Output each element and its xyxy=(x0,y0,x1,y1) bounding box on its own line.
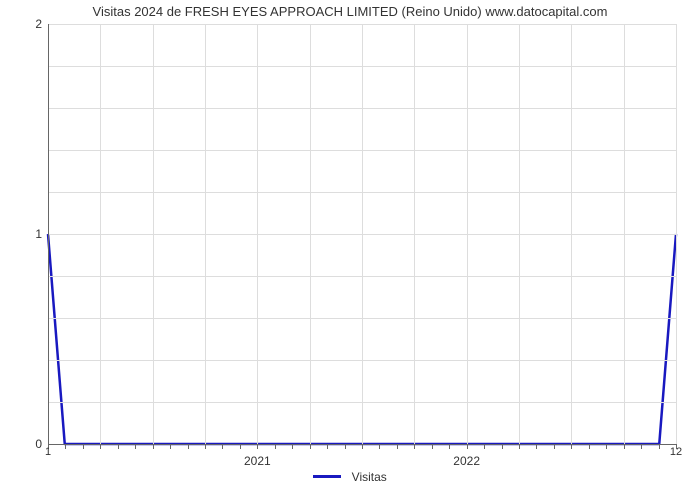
x-minor-tick xyxy=(135,444,136,449)
x-minor-tick xyxy=(432,444,433,449)
x-minor-tick xyxy=(310,444,311,449)
x-tick-label: 2022 xyxy=(453,444,480,468)
gridline-horizontal xyxy=(48,360,676,361)
x-minor-tick xyxy=(275,444,276,449)
legend: Visitas xyxy=(0,468,700,486)
x-minor-tick xyxy=(484,444,485,449)
x-minor-tick xyxy=(327,444,328,449)
gridline-horizontal xyxy=(48,66,676,67)
x-minor-tick xyxy=(222,444,223,449)
x-minor-tick xyxy=(502,444,503,449)
x-minor-tick xyxy=(571,444,572,449)
x-minor-tick xyxy=(170,444,171,449)
chart-title: Visitas 2024 de FRESH EYES APPROACH LIMI… xyxy=(0,4,700,19)
x-minor-tick xyxy=(397,444,398,449)
y-axis-line xyxy=(48,24,49,444)
x-minor-tick xyxy=(83,444,84,449)
legend-swatch xyxy=(313,475,341,478)
gridline-horizontal xyxy=(48,276,676,277)
x-minor-tick xyxy=(606,444,607,449)
legend-label: Visitas xyxy=(352,470,387,484)
x-tick-label: 2021 xyxy=(244,444,271,468)
x-minor-tick xyxy=(624,444,625,449)
gridline-vertical xyxy=(676,24,677,444)
x-minor-tick xyxy=(519,444,520,449)
x-minor-tick xyxy=(362,444,363,449)
gridline-horizontal xyxy=(48,402,676,403)
gridline-horizontal xyxy=(48,318,676,319)
gridline-horizontal xyxy=(48,192,676,193)
x-minor-tick xyxy=(589,444,590,449)
gridline-horizontal xyxy=(48,150,676,151)
y-tick-label: 2 xyxy=(12,17,48,31)
plot-area: 01220212022112 xyxy=(48,24,676,444)
x-end-label-right: 12 xyxy=(670,444,682,458)
x-minor-tick xyxy=(345,444,346,449)
x-minor-tick xyxy=(205,444,206,449)
x-minor-tick xyxy=(240,444,241,449)
gridline-horizontal xyxy=(48,24,676,25)
x-minor-tick xyxy=(641,444,642,449)
x-minor-tick xyxy=(449,444,450,449)
y-tick-label: 0 xyxy=(12,437,48,451)
x-end-label-left: 1 xyxy=(45,444,51,458)
gridline-horizontal xyxy=(48,234,676,235)
x-minor-tick xyxy=(414,444,415,449)
x-minor-tick xyxy=(100,444,101,449)
y-tick-label: 1 xyxy=(12,227,48,241)
x-minor-tick xyxy=(153,444,154,449)
x-minor-tick xyxy=(65,444,66,449)
x-minor-tick xyxy=(292,444,293,449)
gridline-horizontal xyxy=(48,108,676,109)
x-minor-tick xyxy=(379,444,380,449)
x-minor-tick xyxy=(554,444,555,449)
x-minor-tick xyxy=(118,444,119,449)
x-minor-tick xyxy=(659,444,660,449)
x-minor-tick xyxy=(188,444,189,449)
x-minor-tick xyxy=(536,444,537,449)
